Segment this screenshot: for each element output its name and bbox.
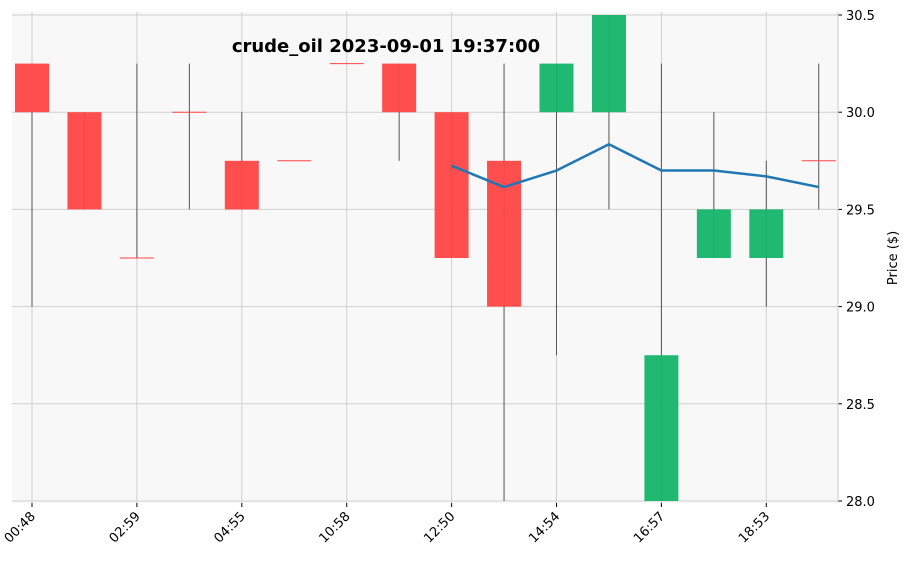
x-tick-label: 00:48 xyxy=(2,509,39,546)
y-tick-label: 28.0 xyxy=(846,495,875,510)
candle-body xyxy=(67,112,102,210)
candle-body xyxy=(382,63,417,113)
candle-body xyxy=(539,63,574,113)
candle-body xyxy=(224,160,259,210)
y-tick-label: 29.0 xyxy=(846,301,875,316)
x-tick-label: 14:54 xyxy=(526,509,563,546)
moving-average xyxy=(451,143,819,189)
y-axis-label: Price ($) xyxy=(886,231,901,285)
x-tick-label: 12:50 xyxy=(421,509,458,546)
candles xyxy=(15,15,836,501)
y-tick-label: 30.5 xyxy=(846,9,875,24)
candle-body xyxy=(434,112,469,258)
chart-title: crude_oil 2023-09-01 19:37:00 xyxy=(232,36,540,57)
x-tick-label: 18:53 xyxy=(736,509,773,546)
y-tick-label: 29.5 xyxy=(846,203,875,218)
candle-body xyxy=(487,160,522,307)
candle-body xyxy=(591,15,626,113)
candle-body xyxy=(15,63,49,113)
y-tick-label: 28.5 xyxy=(846,398,875,413)
moving-average-line xyxy=(451,143,819,189)
x-tick-label: 16:57 xyxy=(631,509,668,546)
x-tick-label: 02:59 xyxy=(107,509,144,546)
candle-body xyxy=(696,209,731,258)
x-tick-label: 10:58 xyxy=(316,509,353,546)
x-tick-label: 04:55 xyxy=(212,509,249,546)
candle-body xyxy=(749,209,784,258)
candle-body xyxy=(644,355,679,501)
y-tick-label: 30.0 xyxy=(846,106,875,121)
